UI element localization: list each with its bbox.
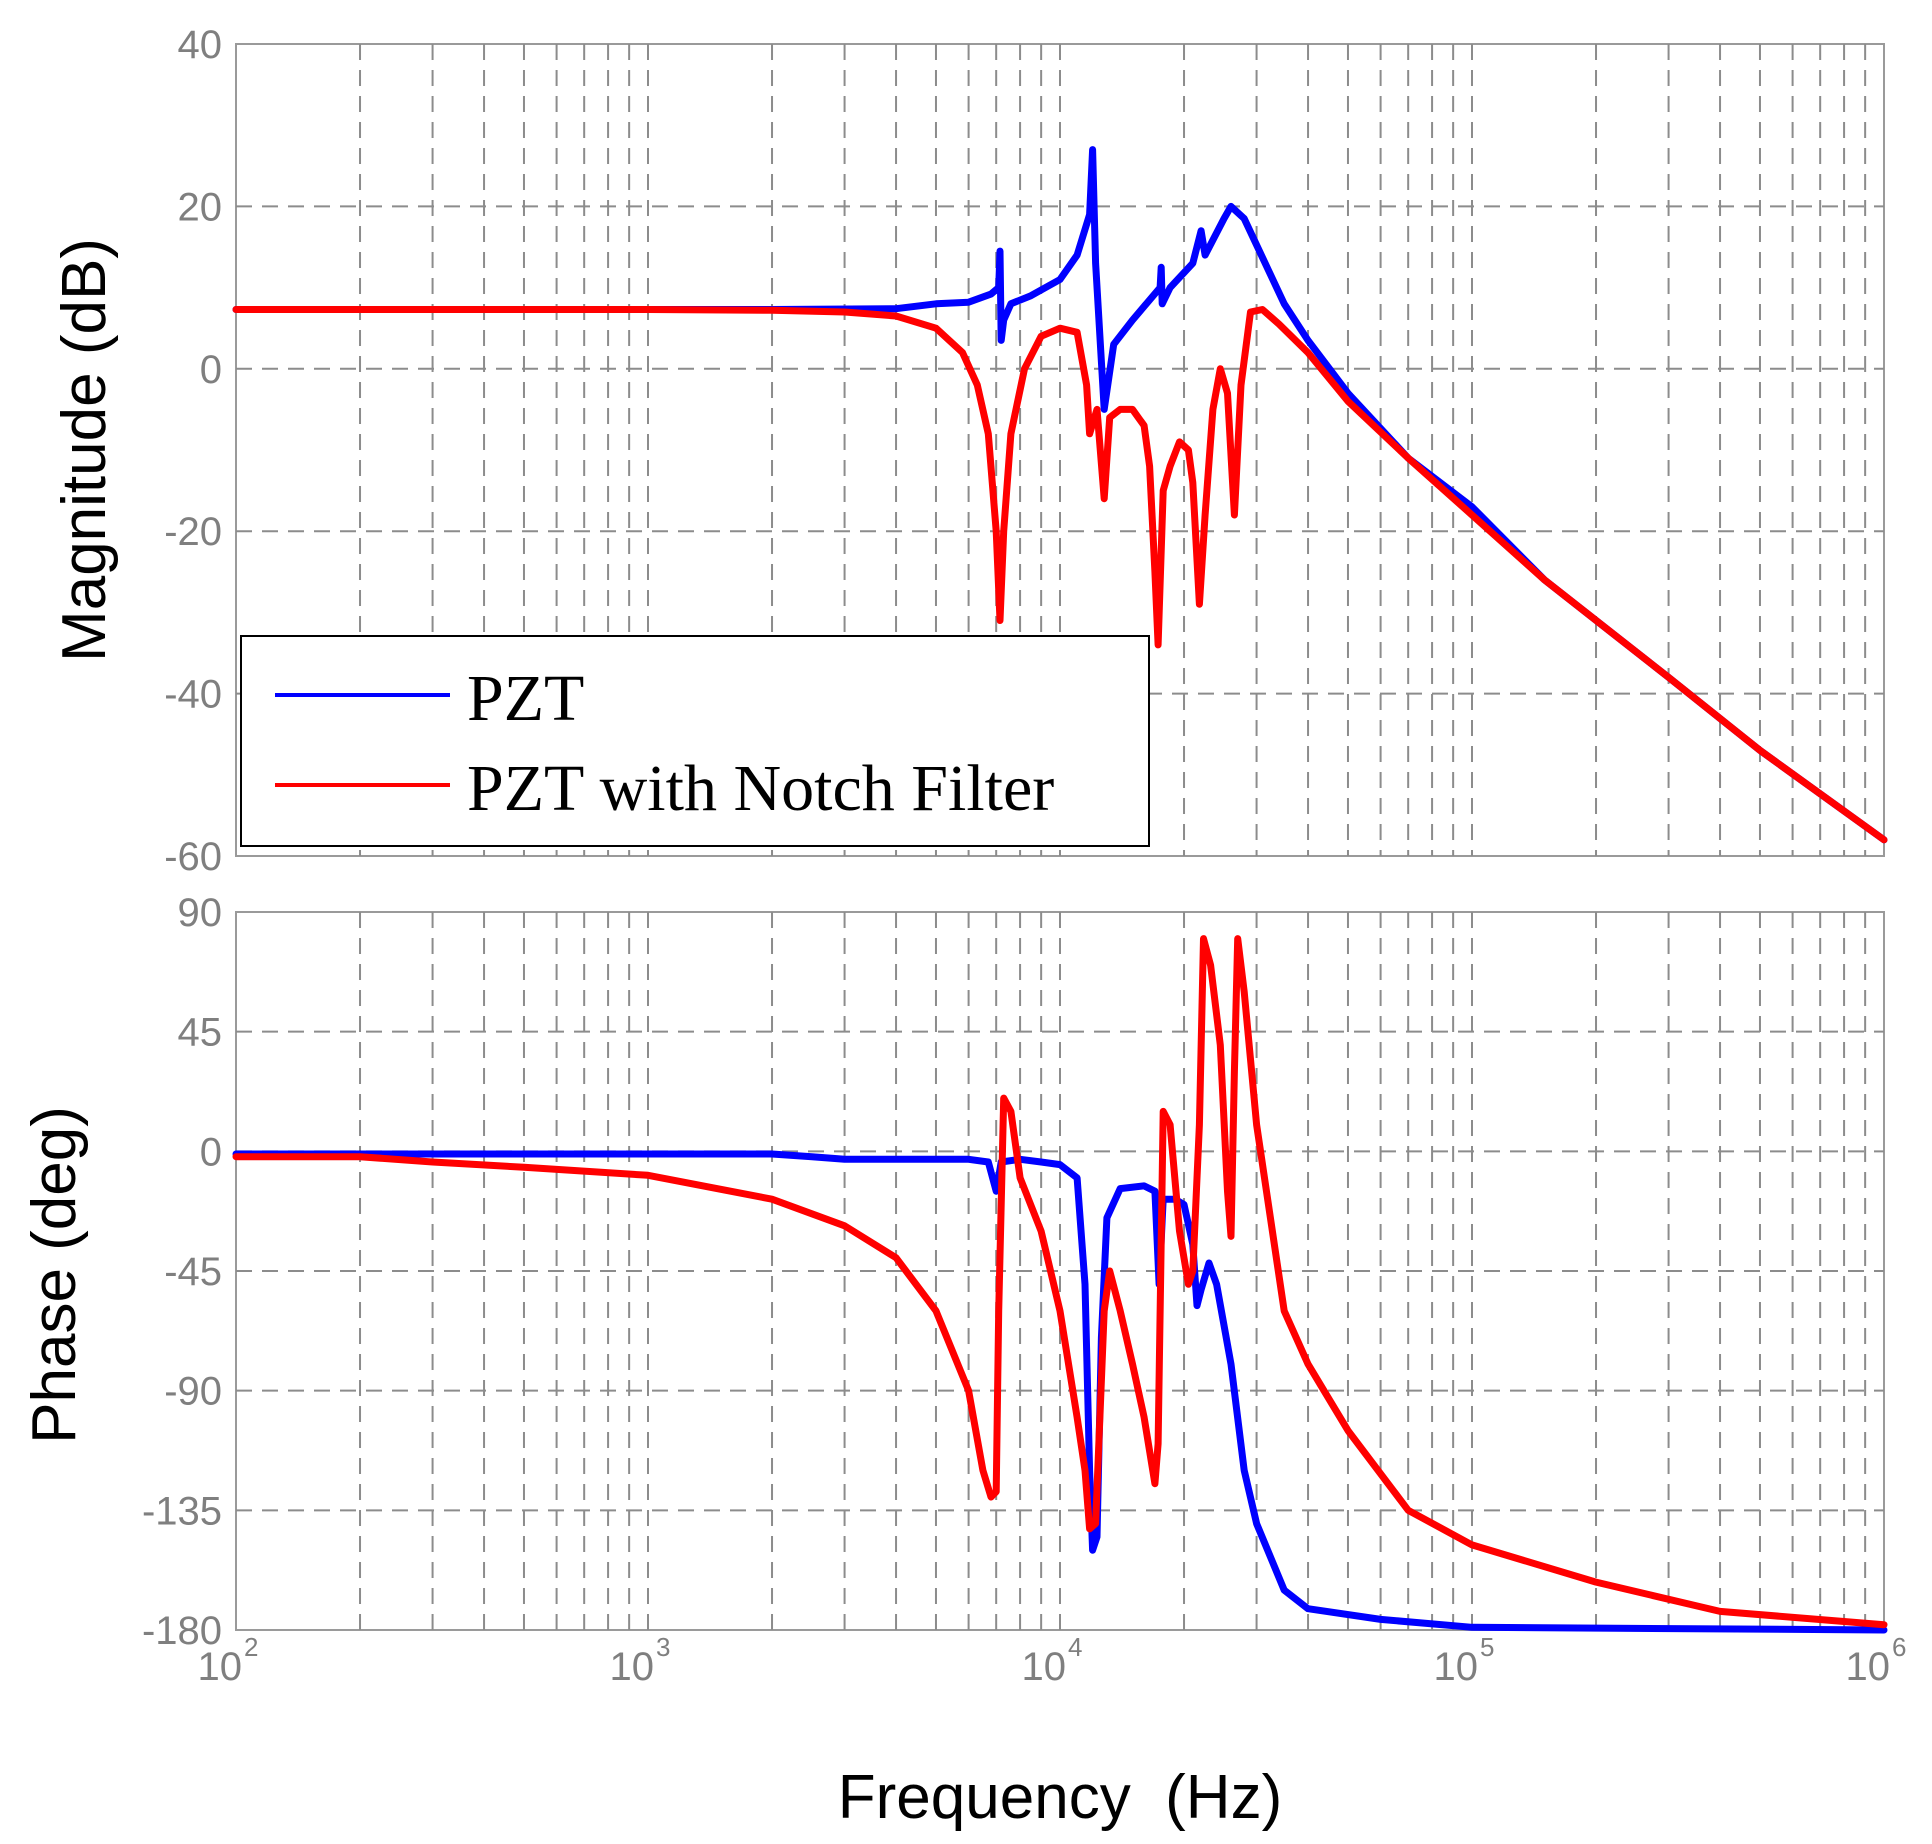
x-axis-title: Frequency (Hz) xyxy=(838,1763,1282,1832)
legend-box xyxy=(240,635,1150,847)
phase-y-tick-label: 0 xyxy=(200,1130,222,1174)
x-tick-exponent: 4 xyxy=(1068,1632,1082,1662)
x-tick-base: 10 xyxy=(1846,1645,1891,1689)
magnitude-panel: 40 20 0 -20 -40 -60 Magnitude (dB) PZT PZT wi… xyxy=(50,23,1888,879)
x-tick-label: 10 5 xyxy=(1434,1632,1495,1689)
magnitude-y-tick-label: -20 xyxy=(164,510,222,554)
x-tick-label: 10 6 xyxy=(1846,1632,1907,1689)
x-ticks: 10 2 10 3 10 4 10 5 10 6 xyxy=(198,1632,1907,1689)
legend: PZT PZT with Notch Filter xyxy=(240,635,1150,847)
phase-y-tick-label: -180 xyxy=(142,1609,222,1653)
phase-y-ticks: 90 45 0 -45 -90 -135 -180 xyxy=(142,891,222,1653)
magnitude-y-ticks: 40 20 0 -20 -40 -60 xyxy=(164,23,222,879)
magnitude-series-pzt-notch-filter-line xyxy=(232,306,1888,844)
magnitude-series-pzt-line xyxy=(232,146,1888,844)
phase-y-tick-label: -90 xyxy=(164,1370,222,1414)
phase-panel: 90 45 0 -45 -90 -135 -180 Phase (deg) xyxy=(20,891,1888,1653)
phase-y-tick-label: 90 xyxy=(178,891,223,935)
phase-y-tick-label: -135 xyxy=(142,1489,222,1533)
x-tick-label: 10 3 xyxy=(610,1632,671,1689)
phase-axis-title: Phase (deg) xyxy=(20,1106,89,1444)
magnitude-axis-title: Magnitude (dB) xyxy=(50,238,119,662)
x-tick-base: 10 xyxy=(1434,1645,1479,1689)
phase-series-pzt-line xyxy=(232,1150,1888,1634)
magnitude-series xyxy=(232,146,1888,844)
x-tick-label: 10 4 xyxy=(1022,1632,1083,1689)
phase-y-tick-label: 45 xyxy=(178,1011,223,1055)
x-tick-base: 10 xyxy=(1022,1645,1067,1689)
x-tick-exponent: 3 xyxy=(656,1632,670,1662)
x-tick-label: 10 2 xyxy=(198,1632,259,1689)
legend-label-pzt: PZT xyxy=(467,662,584,735)
legend-label-notch: PZT with Notch Filter xyxy=(467,752,1054,825)
x-tick-exponent: 5 xyxy=(1480,1632,1494,1662)
magnitude-y-tick-label: -40 xyxy=(164,673,222,717)
x-tick-exponent: 2 xyxy=(244,1632,258,1662)
x-tick-base: 10 xyxy=(610,1645,655,1689)
magnitude-y-tick-label: 40 xyxy=(178,23,223,67)
phase-grid xyxy=(236,912,1884,1630)
magnitude-y-tick-label: -60 xyxy=(164,835,222,879)
phase-series xyxy=(232,935,1888,1634)
magnitude-y-tick-label: 20 xyxy=(178,185,223,229)
x-tick-base: 10 xyxy=(198,1645,243,1689)
x-tick-exponent: 6 xyxy=(1892,1632,1906,1662)
phase-series-pzt-notch-filter-line xyxy=(232,935,1888,1629)
magnitude-y-tick-label: 0 xyxy=(200,348,222,392)
phase-y-tick-label: -45 xyxy=(164,1250,222,1294)
